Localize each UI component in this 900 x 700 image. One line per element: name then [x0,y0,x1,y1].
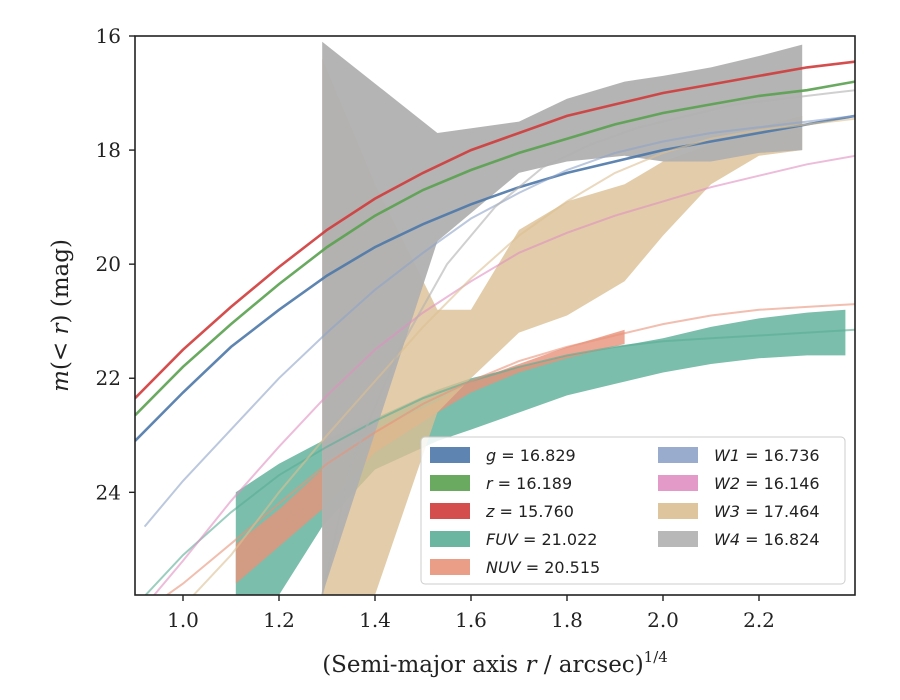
legend-item-g: g = 16.829 [430,446,576,465]
legend-swatch [430,503,470,519]
plot-frame [134,35,856,596]
y-tick-label: 20 [96,252,121,276]
legend-label: FUV = 21.022 [486,530,597,549]
curve-z [135,60,855,400]
legend-label: NUV = 20.515 [486,558,600,577]
curve-g [135,114,855,442]
y-tick-label: 24 [96,480,121,504]
legend [420,436,846,585]
x-axis-label: (Semi-major axis r / arcsec)1/4 [322,648,668,678]
x-tick-label: 2.0 [647,608,679,632]
legend-item-w1: W1 = 16.736 [658,446,820,465]
y-tick-label: 16 [96,24,121,48]
curve-w2 [152,154,855,595]
legend-item-nuv: NUV = 20.515 [430,558,600,577]
legend-swatch [430,447,470,463]
x-tick-label: 1.4 [359,608,391,632]
band-w4 [322,41,803,595]
legend-swatch [658,531,698,547]
legend-label: W1 = 16.736 [714,446,820,465]
legend-label: z = 15.760 [485,502,574,521]
legend-label: W4 = 16.824 [714,530,820,549]
curve-w4 [321,89,855,595]
legend-item-w4: W4 = 16.824 [658,530,820,549]
legend-item-z: z = 15.760 [430,502,574,521]
legend-swatch [658,447,698,463]
legend-swatch [658,475,698,491]
legend-item-fuv: FUV = 21.022 [430,530,597,549]
legend-label: W3 = 17.464 [714,502,820,521]
curve-w1 [143,114,855,528]
legend-item-r: r = 16.189 [430,474,572,493]
x-tick-label: 2.2 [743,608,775,632]
legend-label: g = 16.829 [486,446,576,465]
legend-label: r = 16.189 [486,474,572,493]
legend-swatch [658,503,698,519]
x-tick-label: 1.0 [167,608,199,632]
y-axis-label: m(< r) (mag) [48,239,74,392]
legend-swatch [430,559,470,575]
x-tick-label: 1.2 [263,608,295,632]
y-tick-label: 22 [96,366,121,390]
y-tick-label: 18 [96,138,121,162]
curve-w3 [192,117,855,595]
legend-swatch [430,475,470,491]
legend-item-w2: W2 = 16.146 [658,474,820,493]
curve-r [135,80,855,417]
x-tick-label: 1.6 [455,608,487,632]
legend-label: W2 = 16.146 [714,474,820,493]
curve-fuv [144,328,855,595]
legend-item-w3: W3 = 17.464 [658,502,820,521]
x-tick-label: 1.8 [551,608,583,632]
band-w3 [322,58,803,595]
legend-swatch [430,531,470,547]
